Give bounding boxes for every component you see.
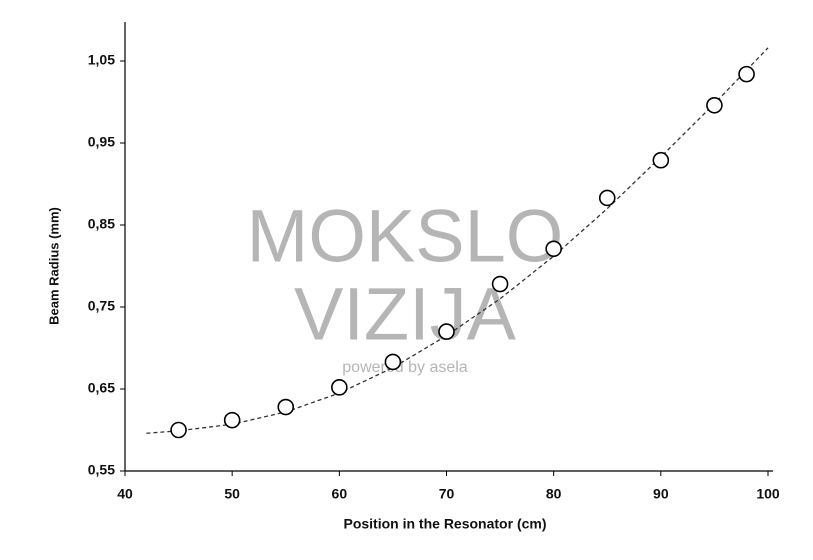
data-point — [223, 411, 241, 429]
y-tick-label: 0,95 — [88, 134, 115, 150]
data-point — [438, 323, 455, 340]
x-tick-label: 100 — [756, 486, 780, 502]
data-point — [652, 151, 670, 169]
x-tick-label: 80 — [546, 486, 562, 502]
x-tick-label: 50 — [224, 486, 240, 502]
data-point — [706, 96, 723, 114]
watermark-line: VIZIJA — [294, 273, 517, 356]
x-tick-label: 90 — [653, 486, 669, 502]
y-tick-label: 0,75 — [88, 298, 115, 314]
data-point — [170, 421, 187, 439]
y-tick-label: 0,55 — [88, 462, 115, 478]
watermark-tagline: powered by asela — [342, 359, 468, 376]
data-point — [277, 398, 295, 416]
x-axis-label: Position in the Resonator (cm) — [343, 516, 546, 532]
data-point — [331, 379, 348, 396]
y-tick-label: 0,85 — [88, 216, 115, 232]
y-axis-label: Beam Radius (mm) — [46, 207, 61, 325]
y-tick-label: 0,65 — [88, 380, 115, 396]
data-point — [491, 275, 509, 293]
y-tick-label: 1,05 — [88, 52, 115, 68]
data-point — [738, 65, 755, 83]
watermark-line: MOKSLO — [247, 195, 564, 278]
data-point — [598, 189, 616, 207]
data-point — [545, 240, 562, 258]
x-tick-label: 70 — [439, 486, 455, 502]
x-tick-label: 60 — [332, 486, 348, 502]
data-point — [384, 353, 402, 371]
x-tick-label: 40 — [117, 486, 133, 502]
